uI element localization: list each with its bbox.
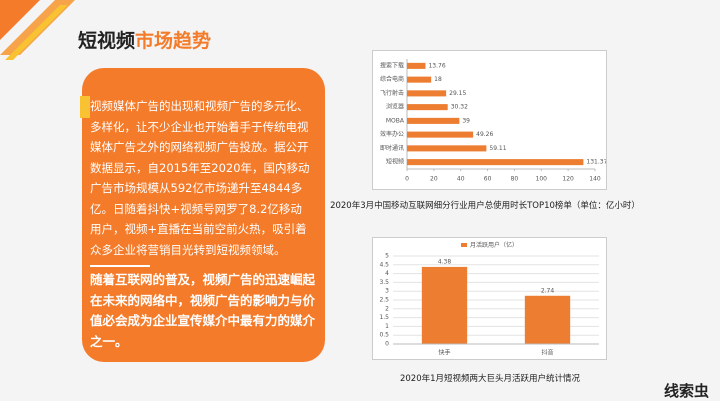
- value-label: 29.15: [449, 90, 466, 97]
- y-tick-label: 3.5: [379, 279, 389, 286]
- chart: 0 0.5 1 1.5 22.5 3 3.5 4 4.55 月活跃用户（亿） 4.38 快手 2.74 抖…: [372, 237, 607, 360]
- legend-label: 月活跃用户（亿）: [470, 241, 518, 249]
- y-tick-label: 1.5: [379, 314, 389, 321]
- x-tick-label: 快手: [438, 349, 450, 357]
- bar: [421, 266, 468, 344]
- value-label: 30.32: [451, 104, 468, 111]
- legend-swatch: [461, 243, 467, 247]
- y-tick-label: 2.5: [379, 297, 389, 304]
- value-label: 49.26: [476, 131, 493, 138]
- bar: [524, 295, 571, 344]
- separator: [90, 265, 150, 267]
- bar: [407, 117, 460, 124]
- decoration: [0, 0, 75, 60]
- title: 短视频市场趋势: [78, 26, 211, 53]
- title-part: 市场趋势: [135, 30, 212, 52]
- value-label: 4.38: [438, 258, 452, 265]
- y-tick-label: 即时通讯: [380, 144, 404, 152]
- x-tick-label: 80: [511, 176, 519, 183]
- x-tick-label: 120: [562, 176, 574, 183]
- bar: [407, 62, 426, 69]
- value-label: 18: [434, 76, 442, 83]
- y-tick-label: 综合电商: [380, 75, 404, 83]
- bar: [407, 90, 447, 97]
- y-tick-label: 4: [385, 270, 389, 277]
- y-tick-label: 4.5: [379, 261, 389, 268]
- value-label: 59.11: [489, 145, 506, 152]
- value-label: 131.37: [586, 159, 607, 166]
- x-tick-label: 140: [589, 176, 601, 183]
- y-tick-label: MOBA: [386, 117, 405, 124]
- bar: [407, 76, 432, 83]
- bar: [407, 145, 487, 152]
- x-tick-label: 20: [430, 176, 438, 183]
- y-tick-label: 0.5: [379, 332, 389, 339]
- text-panel: [82, 68, 325, 362]
- value-label: 2.74: [541, 287, 555, 294]
- x-tick-label: 抖音: [541, 349, 553, 357]
- bar: [407, 131, 474, 138]
- x-tick-label: 60: [484, 176, 492, 183]
- paragraph: 随着互联网的普及，视频广告的迅速崛起在未来的网络中，视频广告的影响力与价值必会成…: [90, 272, 316, 349]
- x-tick-label: 0: [405, 176, 409, 183]
- value-label: 39: [462, 117, 470, 124]
- y-tick-label: 1: [385, 323, 389, 330]
- paragraph: 视频媒体广告的出现和视频广告的多元化、多样化，让不少企业也开始着手于传统电视媒体…: [90, 99, 310, 257]
- y-tick-label: 0: [385, 341, 389, 348]
- y-tick-label: 2: [385, 305, 389, 312]
- logo: 线索虫: [664, 382, 710, 400]
- chart-caption: 2020年3月中国移动互联网细分行业用户总使用时长TOP10榜单（单位：亿小时）: [330, 201, 640, 211]
- bar: [407, 104, 448, 111]
- value-label: 13.76: [428, 62, 445, 69]
- x-tick-label: 100: [536, 176, 548, 183]
- y-tick-label: 短视频: [386, 158, 404, 166]
- y-tick-label: 搜索下载: [380, 61, 404, 69]
- chart: 0 20 40 60 80 100 120 140 搜索下载 13.76 综合电商 18 飞行射击 29.…: [372, 50, 607, 190]
- y-tick-label: 浏览器: [386, 103, 404, 111]
- y-tick-label: 5: [385, 253, 389, 260]
- title-part: 短视频: [78, 30, 136, 52]
- accent: [80, 96, 90, 118]
- chart-caption: 2020年1月短视频两大巨头月活跃用户统计情况: [399, 374, 581, 384]
- x-tick-label: 40: [457, 176, 465, 183]
- bar: [407, 159, 584, 166]
- y-tick-label: 效率办公: [380, 130, 404, 138]
- y-tick-label: 3: [385, 288, 389, 295]
- y-tick-label: 飞行射击: [380, 89, 404, 97]
